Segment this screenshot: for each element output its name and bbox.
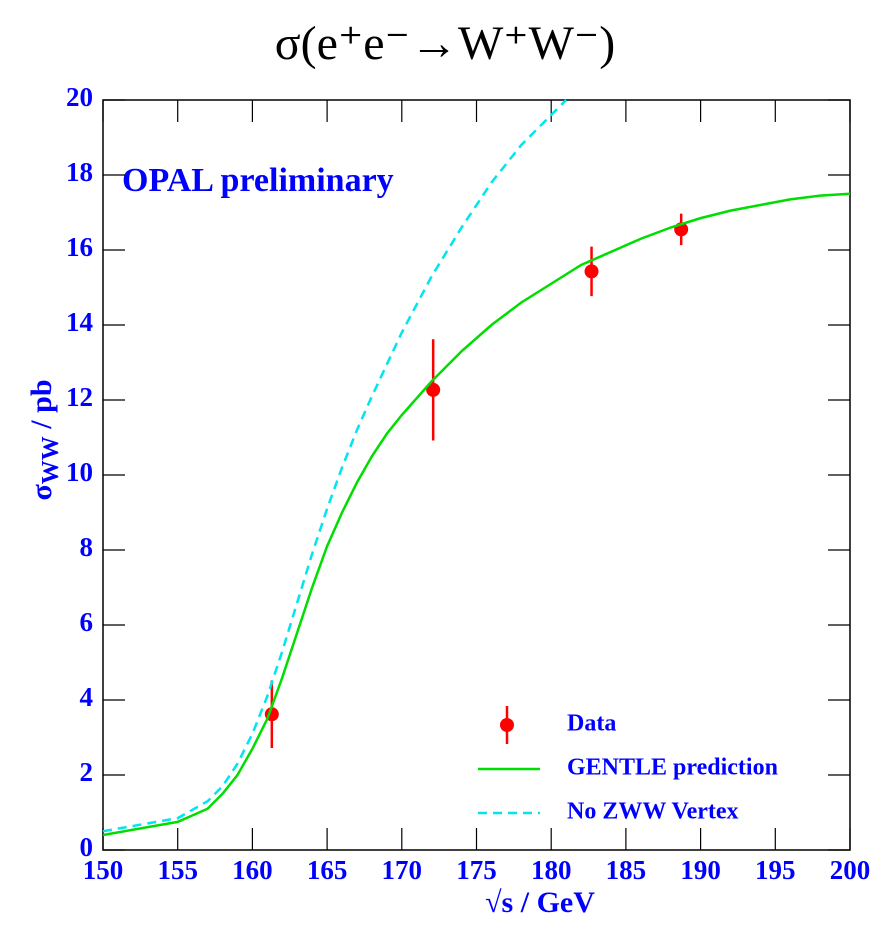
- y-tick-label: 2: [80, 757, 94, 787]
- legend-label: Data: [567, 711, 616, 737]
- x-tick-label: 180: [531, 855, 572, 885]
- chart-title: σ(e⁺e⁻→W⁺W⁻): [275, 17, 615, 70]
- y-tick-label: 20: [66, 82, 93, 112]
- x-axis-label: √s / GeV: [485, 886, 595, 919]
- data-point: [584, 264, 599, 279]
- x-tick-label: 190: [680, 855, 721, 885]
- x-tick-label: 185: [606, 855, 647, 885]
- curve: [102, 99, 568, 833]
- y-axis-label: σWW / pb: [25, 379, 64, 500]
- curve: [102, 192, 851, 837]
- x-tick-label: 155: [157, 855, 198, 885]
- y-tick-label: 16: [66, 232, 93, 262]
- y-tick-label: 12: [66, 382, 93, 412]
- y-tick-label: 14: [66, 307, 93, 337]
- y-tick-label: 10: [66, 457, 93, 487]
- x-tick-label: 170: [382, 855, 423, 885]
- y-label-symbol: σ: [25, 484, 58, 501]
- legend-marker: [500, 718, 514, 732]
- y-label-unit: / pb: [25, 379, 58, 436]
- legend-label: GENTLE prediction: [567, 755, 778, 781]
- legend-label: No ZWW Vertex: [567, 799, 739, 825]
- x-tick-label: 195: [755, 855, 796, 885]
- y-tick-label: 18: [66, 157, 93, 187]
- y-label-subscript: WW: [38, 436, 64, 484]
- data-point: [426, 382, 441, 397]
- annotation: OPAL preliminary: [122, 162, 394, 199]
- y-tick-label: 6: [80, 607, 94, 637]
- y-tick-label: 8: [80, 532, 94, 562]
- y-tick-label: 0: [80, 832, 94, 862]
- x-tick-label: 150: [83, 855, 124, 885]
- x-tick-label: 165: [307, 855, 348, 885]
- y-tick-label: 4: [80, 682, 94, 712]
- x-tick-label: 160: [232, 855, 273, 885]
- plot-frame: [102, 99, 851, 851]
- x-tick-label: 175: [456, 855, 497, 885]
- x-tick-label: 200: [830, 855, 871, 885]
